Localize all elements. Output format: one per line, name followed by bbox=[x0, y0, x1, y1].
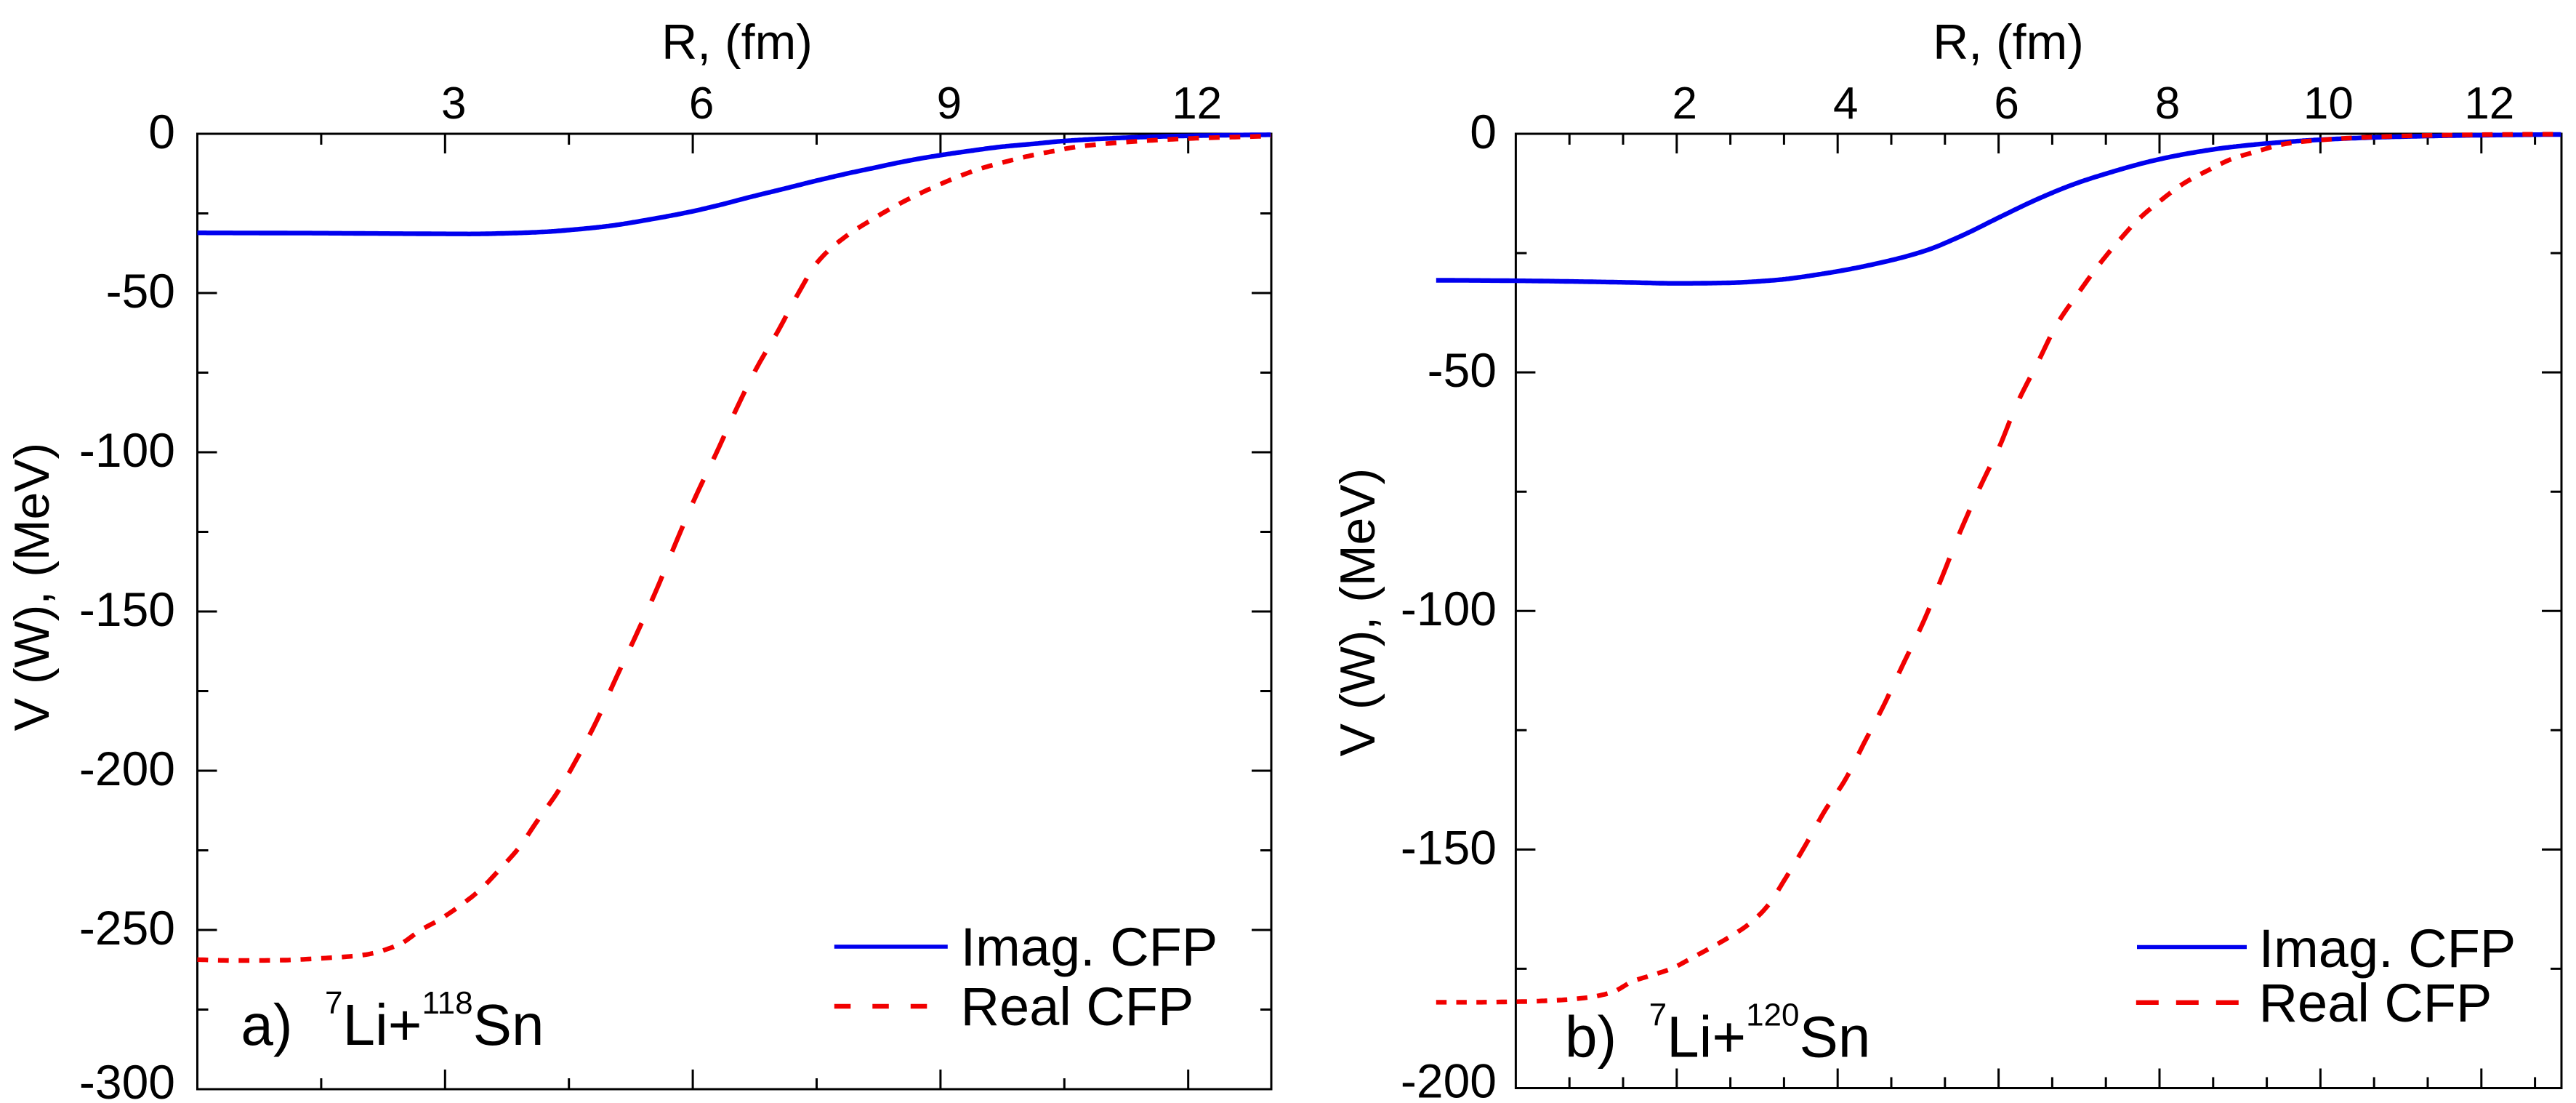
svg-text:Imag. CFP: Imag. CFP bbox=[961, 917, 1218, 977]
svg-text:0: 0 bbox=[148, 105, 175, 159]
svg-text:4: 4 bbox=[1833, 79, 1858, 129]
svg-text:12: 12 bbox=[1172, 79, 1222, 129]
svg-text:-100: -100 bbox=[1401, 582, 1497, 635]
svg-text:0: 0 bbox=[1470, 105, 1497, 159]
svg-text:a) 7Li+118Sn: a) 7Li+118Sn bbox=[241, 985, 544, 1057]
svg-text:R, (fm): R, (fm) bbox=[661, 15, 813, 70]
svg-text:-50: -50 bbox=[106, 264, 175, 318]
svg-text:Real CFP: Real CFP bbox=[2259, 973, 2492, 1033]
svg-text:9: 9 bbox=[937, 79, 962, 129]
svg-text:6: 6 bbox=[689, 79, 714, 129]
svg-text:Imag. CFP: Imag. CFP bbox=[2259, 918, 2516, 979]
svg-text:6: 6 bbox=[1994, 79, 2018, 129]
svg-text:-300: -300 bbox=[79, 1055, 175, 1103]
svg-text:-50: -50 bbox=[1428, 343, 1497, 397]
svg-text:Real CFP: Real CFP bbox=[961, 976, 1194, 1037]
svg-text:-100: -100 bbox=[79, 423, 175, 477]
svg-text:8: 8 bbox=[2155, 79, 2180, 129]
svg-text:-250: -250 bbox=[79, 901, 175, 955]
svg-text:-150: -150 bbox=[1401, 820, 1497, 874]
svg-text:-150: -150 bbox=[79, 582, 175, 636]
svg-text:12: 12 bbox=[2464, 79, 2514, 129]
svg-text:V (W), (MeV): V (W), (MeV) bbox=[1330, 468, 1385, 757]
svg-text:-200: -200 bbox=[1401, 1054, 1497, 1103]
svg-text:V (W), (MeV): V (W), (MeV) bbox=[4, 443, 60, 731]
svg-text:10: 10 bbox=[2303, 79, 2354, 129]
svg-text:R, (fm): R, (fm) bbox=[1933, 15, 2084, 70]
svg-text:b) 7Li+120Sn: b) 7Li+120Sn bbox=[1565, 998, 1870, 1070]
svg-text:-200: -200 bbox=[79, 742, 175, 795]
svg-text:3: 3 bbox=[441, 79, 466, 129]
svg-text:2: 2 bbox=[1673, 79, 1697, 129]
